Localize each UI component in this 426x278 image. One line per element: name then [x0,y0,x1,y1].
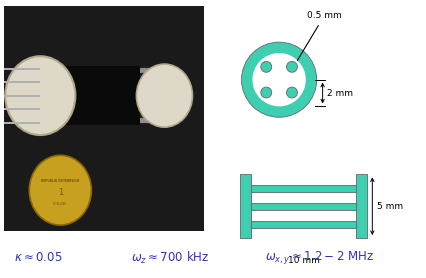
Text: 5 mm: 5 mm [377,202,403,211]
Text: 10 mm: 10 mm [288,256,320,265]
Bar [251,220,356,227]
Circle shape [287,61,297,72]
Text: 2 mm: 2 mm [327,88,353,98]
Text: REPUBLIK ÖSTERREICH: REPUBLIK ÖSTERREICH [41,179,79,183]
Circle shape [261,61,272,72]
Circle shape [287,87,297,98]
Text: $\omega_{x,y} \approx 1.2-2\ \mathrm{MHz}$: $\omega_{x,y} \approx 1.2-2\ \mathrm{MHz… [265,249,374,267]
Bar [4,108,40,110]
Bar [240,174,251,238]
Bar [4,68,40,70]
Bar [40,85,164,89]
Circle shape [136,64,193,127]
Bar [40,103,164,107]
Text: 0.5 mm: 0.5 mm [297,11,342,61]
Bar [4,122,40,124]
Bar [4,81,40,83]
Bar [40,118,164,123]
Bar [60,66,141,125]
Text: SCHILLING: SCHILLING [53,202,67,206]
Circle shape [5,56,75,135]
Text: 1: 1 [58,188,63,197]
Text: $\kappa\approx 0.05$: $\kappa\approx 0.05$ [14,252,63,264]
Circle shape [261,87,272,98]
Bar [356,174,367,238]
Circle shape [253,53,306,106]
Bar [251,203,356,210]
Circle shape [242,42,317,117]
Bar [251,185,356,192]
Bar [4,95,40,97]
Bar [40,68,164,73]
Circle shape [29,155,91,225]
Text: $\omega_z \approx 700\ \mathrm{kHz}$: $\omega_z \approx 700\ \mathrm{kHz}$ [131,250,210,266]
